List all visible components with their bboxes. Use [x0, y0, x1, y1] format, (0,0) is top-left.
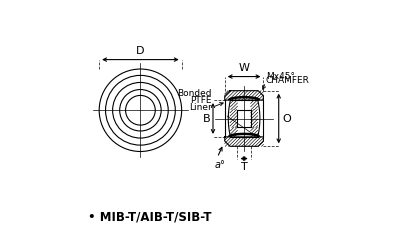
Text: CHAMFER: CHAMFER	[266, 76, 310, 85]
Text: D: D	[136, 46, 145, 56]
Text: • MIB-T/AIB-T/SIB-T: • MIB-T/AIB-T/SIB-T	[88, 210, 212, 223]
Text: a°: a°	[215, 160, 226, 170]
Text: B: B	[203, 114, 210, 123]
Text: Bonded: Bonded	[177, 89, 212, 98]
Text: Liner: Liner	[189, 103, 212, 112]
Text: Mx45°: Mx45°	[266, 72, 295, 81]
Text: T: T	[241, 162, 247, 172]
Text: W: W	[239, 63, 249, 73]
Text: PTFE: PTFE	[190, 96, 212, 105]
Text: O: O	[282, 114, 291, 123]
